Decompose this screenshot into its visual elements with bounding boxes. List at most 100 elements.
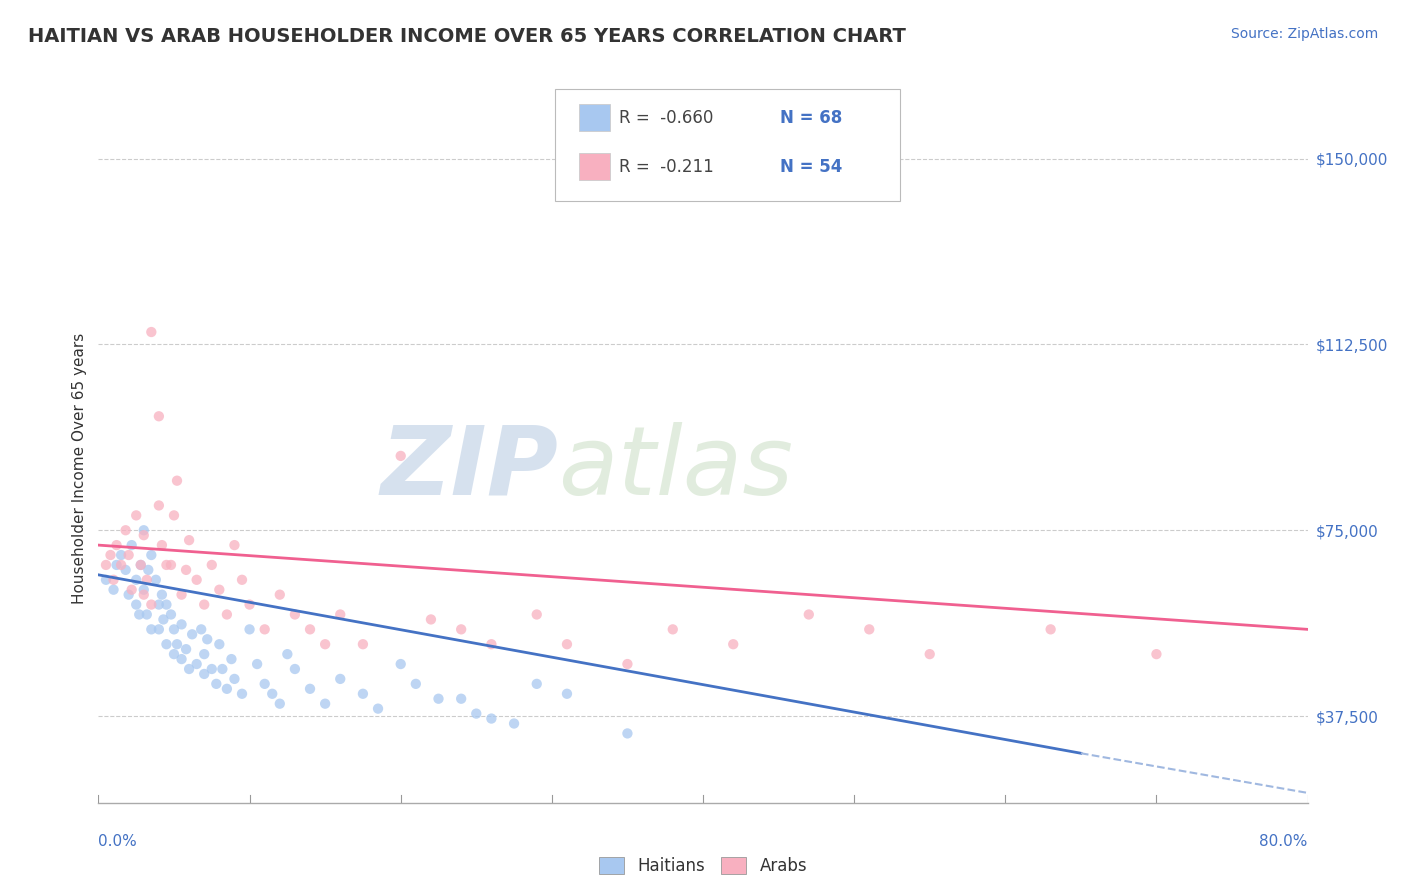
Point <box>419 612 441 626</box>
Point <box>450 623 472 637</box>
Point <box>148 623 170 637</box>
Point <box>128 607 150 622</box>
Point <box>94 573 117 587</box>
Text: R =  -0.660: R = -0.660 <box>619 109 713 127</box>
Point <box>193 647 215 661</box>
Point <box>155 598 177 612</box>
Point <box>105 558 128 572</box>
Point <box>201 558 224 572</box>
Point <box>208 582 231 597</box>
Point <box>314 637 336 651</box>
Point <box>148 409 170 424</box>
Point <box>114 563 136 577</box>
Point <box>135 573 157 587</box>
Text: 0.0%: 0.0% <box>98 834 138 849</box>
Point <box>150 588 173 602</box>
Point <box>269 697 291 711</box>
Point <box>118 548 141 562</box>
Point <box>114 523 136 537</box>
Point <box>160 607 183 622</box>
Point <box>231 573 253 587</box>
Point <box>132 588 155 602</box>
Point <box>105 538 128 552</box>
Point <box>797 607 820 622</box>
Text: N = 68: N = 68 <box>780 109 842 127</box>
Text: R =  -0.211: R = -0.211 <box>619 158 713 176</box>
Point <box>174 642 197 657</box>
Point <box>721 637 744 651</box>
Point <box>205 677 228 691</box>
Point <box>405 677 427 691</box>
Point <box>555 687 578 701</box>
Point <box>389 657 412 671</box>
Point <box>155 637 177 651</box>
Point <box>314 697 336 711</box>
Point <box>132 582 155 597</box>
Point <box>148 499 170 513</box>
Point <box>526 607 548 622</box>
Y-axis label: Householder Income Over 65 years: Householder Income Over 65 years <box>72 333 87 604</box>
Point <box>329 607 352 622</box>
Point <box>253 623 276 637</box>
Point <box>163 647 186 661</box>
Point <box>284 662 307 676</box>
Point <box>918 647 941 661</box>
Point <box>163 508 186 523</box>
Point <box>170 588 193 602</box>
Point <box>481 712 503 726</box>
Point <box>125 573 148 587</box>
Point <box>253 677 276 691</box>
Point <box>352 637 374 651</box>
Text: Source: ZipAtlas.com: Source: ZipAtlas.com <box>1230 27 1378 41</box>
Point <box>160 558 183 572</box>
Point <box>208 637 231 651</box>
Point <box>231 687 253 701</box>
Point <box>239 598 262 612</box>
Point <box>155 558 177 572</box>
Point <box>181 627 204 641</box>
Point <box>284 607 307 622</box>
Text: ZIP: ZIP <box>380 422 558 515</box>
Text: N = 54: N = 54 <box>780 158 842 176</box>
Point <box>389 449 412 463</box>
Point <box>193 598 215 612</box>
Point <box>150 538 173 552</box>
Point <box>125 508 148 523</box>
Point <box>110 558 132 572</box>
Point <box>141 623 163 637</box>
Point <box>465 706 488 721</box>
Text: 80.0%: 80.0% <box>1260 834 1308 849</box>
Point <box>135 607 157 622</box>
Point <box>616 726 638 740</box>
Point <box>110 548 132 562</box>
Point <box>555 637 578 651</box>
Point <box>246 657 269 671</box>
Point <box>132 523 155 537</box>
Point <box>367 701 389 715</box>
Point <box>132 528 155 542</box>
Point <box>224 538 246 552</box>
Point <box>141 548 163 562</box>
Point <box>262 687 284 701</box>
Point <box>136 563 159 577</box>
Point <box>148 598 170 612</box>
Point <box>186 657 208 671</box>
Point <box>94 558 117 572</box>
Point <box>201 662 224 676</box>
Point <box>221 652 243 666</box>
Point <box>141 325 163 339</box>
Point <box>1144 647 1167 661</box>
Point <box>352 687 374 701</box>
Point <box>121 538 143 552</box>
Point <box>193 667 215 681</box>
Point <box>166 637 188 651</box>
Point <box>211 662 233 676</box>
Point <box>276 647 298 661</box>
Point <box>121 582 143 597</box>
Point <box>299 681 322 696</box>
Point <box>118 588 141 602</box>
Point <box>661 623 683 637</box>
Point <box>166 474 188 488</box>
Point <box>269 588 291 602</box>
Point <box>100 548 122 562</box>
